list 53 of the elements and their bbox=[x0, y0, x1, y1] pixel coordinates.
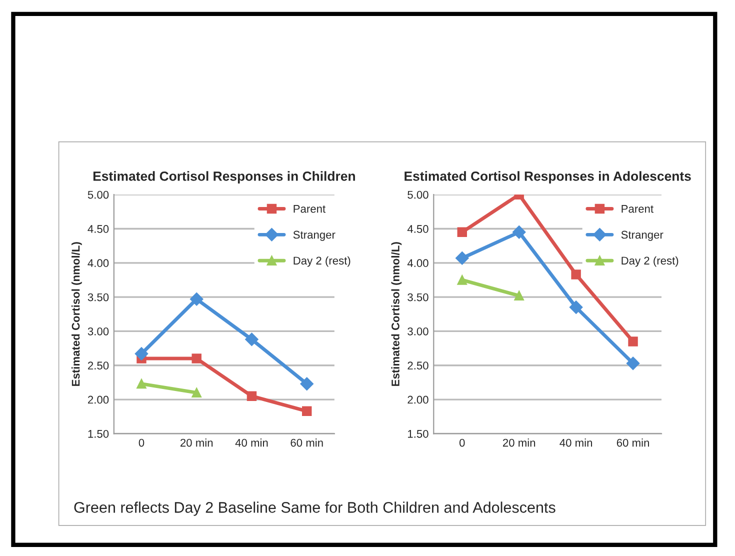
y-tick-label: 5.00 bbox=[408, 190, 428, 199]
point bbox=[302, 406, 312, 416]
chart-title: Estimated Cortisol Responses in Adolescents bbox=[404, 171, 691, 184]
y-tick-label: 3.00 bbox=[408, 327, 428, 336]
legend-label: Day 2 (rest) bbox=[622, 256, 678, 267]
point bbox=[192, 354, 202, 364]
x-tick-label: 60 min bbox=[616, 438, 649, 447]
y-tick-label: 1.50 bbox=[88, 430, 109, 438]
point bbox=[136, 378, 146, 389]
y-axis-title: Estimated Cortisol (nmol/L) bbox=[391, 242, 402, 386]
x-tick-label: 40 min bbox=[235, 438, 268, 447]
point bbox=[134, 347, 148, 360]
point bbox=[571, 270, 581, 280]
x-tick-label: 40 min bbox=[560, 438, 592, 447]
point bbox=[457, 275, 467, 285]
y-tick-label: 4.00 bbox=[88, 259, 109, 268]
y-axis-title: Estimated Cortisol (nmol/L) bbox=[72, 242, 82, 386]
y-tick-label: 2.00 bbox=[408, 396, 428, 404]
point bbox=[628, 336, 638, 346]
point bbox=[626, 356, 640, 370]
point bbox=[190, 292, 204, 306]
point bbox=[192, 388, 202, 398]
y-tick-label: 2.50 bbox=[88, 362, 109, 370]
legend-label: Stranger bbox=[293, 230, 336, 241]
point bbox=[245, 332, 258, 346]
legend-label: Day 2 (rest) bbox=[294, 256, 350, 267]
y-tick-label: 4.50 bbox=[88, 225, 109, 233]
legend-label: Parent bbox=[294, 205, 326, 213]
x-tick-label: 20 min bbox=[502, 438, 536, 447]
x-tick-label: 0 bbox=[459, 438, 465, 447]
y-tick-label: 2.50 bbox=[408, 362, 428, 370]
point bbox=[457, 227, 467, 238]
y-tick-label: 3.00 bbox=[88, 327, 109, 336]
chart-title: Estimated Cortisol Responses in Children bbox=[93, 171, 355, 184]
point bbox=[512, 226, 526, 239]
y-tick-label: 4.00 bbox=[407, 259, 428, 268]
y-tick-label: 5.00 bbox=[88, 190, 109, 199]
x-tick-label: 20 min bbox=[180, 438, 213, 447]
point bbox=[569, 300, 583, 314]
legend-label: Stranger bbox=[621, 230, 664, 241]
y-tick-label: 4.50 bbox=[407, 225, 428, 233]
point bbox=[300, 377, 314, 390]
y-tick-label: 3.50 bbox=[88, 293, 109, 302]
y-tick-label: 1.50 bbox=[408, 430, 428, 438]
y-tick-label: 3.50 bbox=[408, 293, 428, 302]
x-tick-label: 60 min bbox=[290, 438, 323, 447]
legend-label: Parent bbox=[622, 205, 654, 213]
text: Green reflects Day 2 Baseline Same for Both Children and Adolescents bbox=[74, 502, 556, 516]
point bbox=[246, 391, 257, 401]
y-tick-label: 2.00 bbox=[88, 396, 109, 404]
x-tick-label: 0 bbox=[138, 438, 144, 447]
point bbox=[456, 252, 469, 265]
point bbox=[514, 290, 524, 301]
